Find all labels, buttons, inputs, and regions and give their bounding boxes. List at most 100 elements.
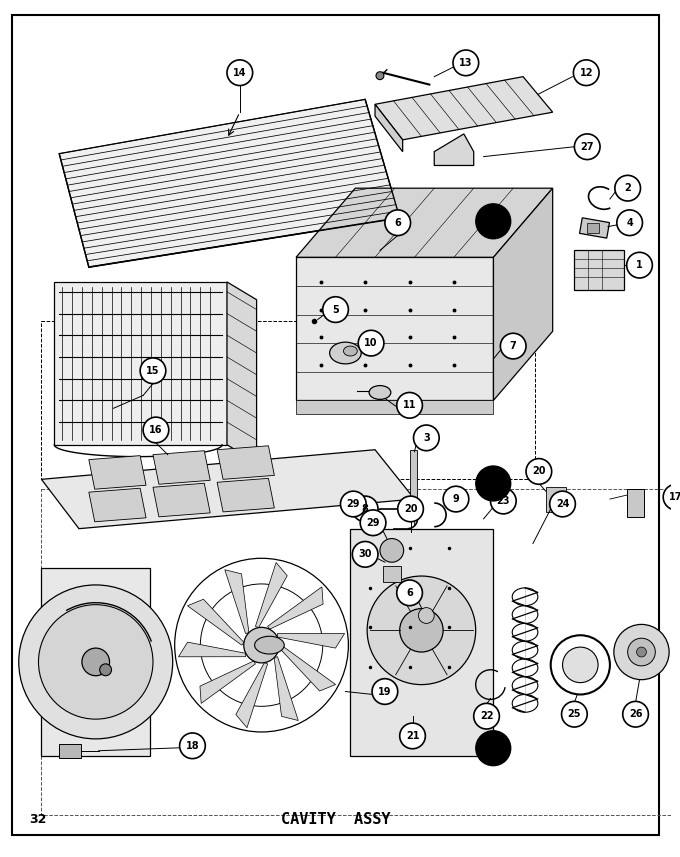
Bar bbox=[59, 744, 81, 758]
Circle shape bbox=[341, 491, 366, 517]
Text: 21: 21 bbox=[406, 731, 420, 741]
Text: 15: 15 bbox=[146, 366, 160, 375]
Text: 8: 8 bbox=[362, 504, 369, 514]
Circle shape bbox=[476, 731, 511, 765]
Polygon shape bbox=[227, 282, 256, 463]
Text: 12: 12 bbox=[579, 68, 593, 78]
Bar bbox=[41, 489, 680, 815]
Polygon shape bbox=[375, 76, 553, 140]
Circle shape bbox=[400, 608, 443, 652]
Circle shape bbox=[352, 496, 378, 522]
Polygon shape bbox=[279, 645, 336, 691]
Polygon shape bbox=[188, 599, 244, 645]
Polygon shape bbox=[296, 189, 553, 257]
Ellipse shape bbox=[254, 636, 284, 654]
Text: 14: 14 bbox=[233, 68, 247, 78]
Circle shape bbox=[100, 664, 112, 675]
Polygon shape bbox=[256, 562, 287, 627]
Circle shape bbox=[526, 458, 551, 484]
Text: 26: 26 bbox=[629, 710, 643, 719]
Polygon shape bbox=[200, 661, 256, 704]
Circle shape bbox=[490, 488, 516, 514]
Circle shape bbox=[385, 210, 411, 236]
Circle shape bbox=[628, 638, 656, 666]
Text: 19: 19 bbox=[378, 686, 392, 697]
Circle shape bbox=[398, 496, 424, 522]
Polygon shape bbox=[225, 570, 249, 633]
Polygon shape bbox=[41, 450, 415, 529]
Circle shape bbox=[443, 486, 469, 512]
Text: 11: 11 bbox=[403, 400, 416, 411]
Circle shape bbox=[380, 538, 404, 562]
Polygon shape bbox=[494, 189, 553, 400]
Text: 25: 25 bbox=[568, 710, 581, 719]
Polygon shape bbox=[89, 488, 146, 522]
Polygon shape bbox=[178, 642, 245, 656]
Text: 1: 1 bbox=[636, 261, 643, 270]
Circle shape bbox=[562, 647, 598, 683]
Text: 29: 29 bbox=[347, 499, 360, 509]
Circle shape bbox=[562, 701, 588, 727]
Circle shape bbox=[627, 252, 652, 278]
Polygon shape bbox=[217, 446, 274, 479]
Bar bbox=[350, 529, 494, 756]
Circle shape bbox=[396, 393, 422, 418]
Bar bbox=[588, 223, 599, 232]
Circle shape bbox=[476, 204, 511, 239]
Ellipse shape bbox=[330, 342, 361, 364]
Bar bbox=[512, 585, 538, 716]
Circle shape bbox=[418, 608, 435, 623]
Circle shape bbox=[82, 648, 109, 675]
Bar bbox=[579, 218, 609, 238]
Text: 29: 29 bbox=[367, 518, 380, 528]
Circle shape bbox=[413, 425, 439, 451]
Text: CAVITY  ASSY: CAVITY ASSY bbox=[281, 812, 390, 827]
Bar bbox=[383, 566, 401, 582]
Circle shape bbox=[352, 542, 378, 567]
Bar bbox=[54, 282, 227, 445]
Polygon shape bbox=[59, 99, 400, 267]
Text: 7: 7 bbox=[510, 341, 517, 351]
Circle shape bbox=[615, 176, 641, 201]
Circle shape bbox=[617, 210, 643, 236]
Polygon shape bbox=[274, 656, 299, 721]
Ellipse shape bbox=[343, 346, 357, 356]
Bar bbox=[627, 489, 645, 517]
Circle shape bbox=[663, 484, 680, 510]
Circle shape bbox=[614, 625, 669, 680]
Circle shape bbox=[573, 60, 599, 86]
Polygon shape bbox=[268, 587, 323, 629]
Polygon shape bbox=[153, 451, 210, 484]
Bar bbox=[546, 488, 566, 512]
Text: 32: 32 bbox=[29, 813, 46, 826]
Circle shape bbox=[400, 723, 426, 749]
Text: 30: 30 bbox=[358, 549, 372, 560]
Circle shape bbox=[476, 466, 511, 501]
Polygon shape bbox=[236, 662, 268, 728]
Circle shape bbox=[39, 605, 153, 719]
Bar bbox=[575, 250, 624, 290]
Circle shape bbox=[474, 704, 499, 729]
Circle shape bbox=[367, 576, 476, 685]
Text: 2: 2 bbox=[624, 183, 631, 193]
Text: 3: 3 bbox=[423, 433, 430, 443]
Text: 22: 22 bbox=[480, 711, 493, 722]
Text: 27: 27 bbox=[581, 141, 594, 152]
Polygon shape bbox=[89, 456, 146, 489]
Text: 20: 20 bbox=[404, 504, 418, 514]
Text: 18: 18 bbox=[186, 740, 199, 751]
Circle shape bbox=[453, 50, 479, 75]
Text: 9: 9 bbox=[453, 494, 459, 504]
Polygon shape bbox=[435, 134, 474, 165]
Circle shape bbox=[575, 134, 600, 159]
Text: 10: 10 bbox=[364, 339, 378, 348]
Circle shape bbox=[549, 491, 575, 517]
Circle shape bbox=[396, 580, 422, 606]
Bar bbox=[41, 568, 150, 756]
Text: 17: 17 bbox=[669, 492, 680, 502]
Ellipse shape bbox=[369, 386, 391, 399]
Circle shape bbox=[243, 627, 279, 663]
Circle shape bbox=[636, 647, 647, 657]
Circle shape bbox=[358, 330, 384, 356]
Text: 6: 6 bbox=[394, 218, 401, 228]
